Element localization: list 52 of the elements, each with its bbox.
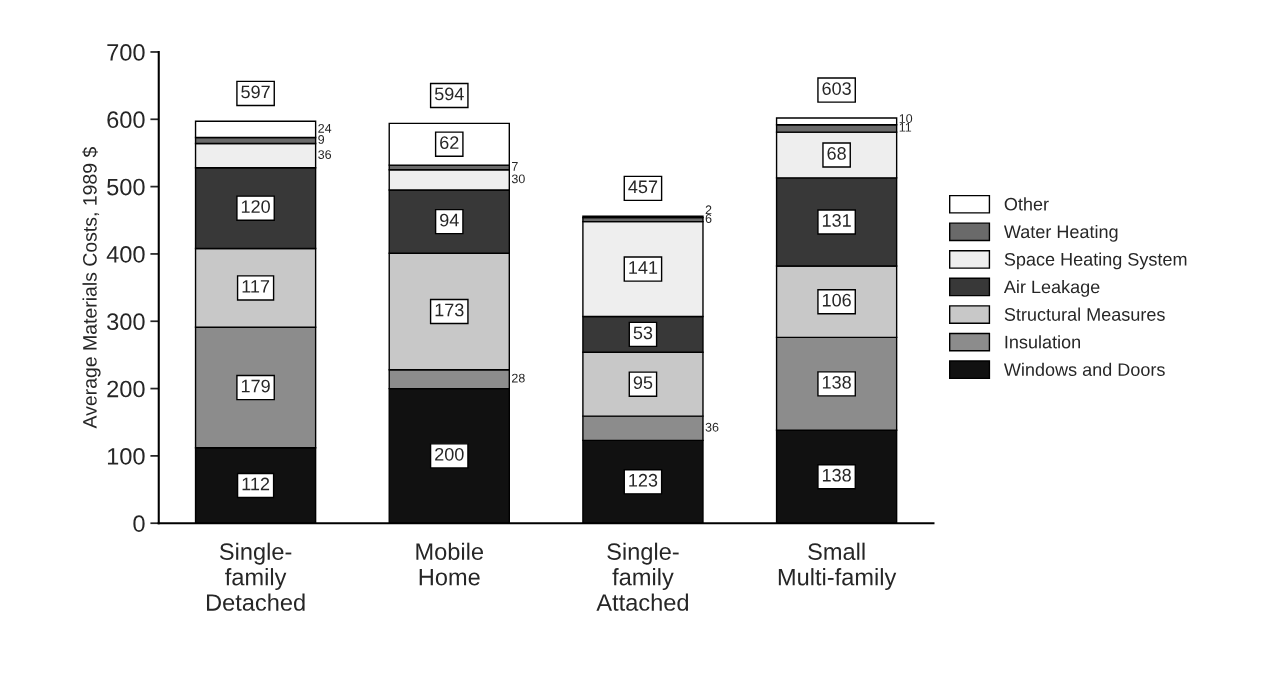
y-tick-label: 500	[107, 178, 145, 196]
data-label: 30	[511, 174, 525, 184]
total-label: 597	[241, 85, 270, 99]
y-tick-label: 200	[107, 380, 145, 398]
data-label: 2	[705, 205, 712, 215]
legend-label: Water Heating	[1003, 224, 1118, 242]
y-tick-label: 600	[107, 111, 145, 129]
data-label: 62	[440, 136, 459, 150]
y-tick-label: 100	[107, 447, 145, 465]
x-tick-label: Mobile Home	[416, 542, 483, 586]
total-label: 457	[628, 180, 658, 194]
y-axis-title: Average Materials Costs, 1989 $	[82, 147, 101, 429]
legend-label: Air Leakage	[1003, 280, 1100, 297]
data-label: 6	[705, 214, 712, 223]
x-tick-label: Single- family Detached	[206, 542, 305, 611]
data-label: 120	[241, 200, 270, 213]
total-label: 594	[434, 87, 464, 101]
legend-label: Windows and Doors	[1003, 362, 1165, 377]
data-label: 138	[822, 375, 851, 389]
data-label: 117	[242, 280, 270, 293]
data-label: 138	[822, 468, 851, 482]
data-label: 95	[633, 376, 653, 390]
data-label: 173	[435, 303, 464, 317]
data-label: 123	[629, 473, 658, 487]
data-label: 36	[705, 422, 719, 432]
data-label: 36	[318, 150, 332, 159]
y-tick-label: 700	[107, 44, 145, 61]
data-label: 106	[822, 293, 851, 307]
data-label: 11	[899, 123, 912, 132]
data-label: 94	[440, 213, 459, 227]
data-label: 53	[633, 326, 653, 340]
data-label: 112	[242, 477, 270, 491]
data-label: 10	[899, 114, 913, 123]
total-label: 603	[822, 82, 851, 95]
x-tick-label: Small Multi-family	[778, 542, 897, 591]
y-tick-label: 0	[133, 515, 145, 532]
legend-label: Structural Measures	[1004, 307, 1165, 321]
data-label: 68	[827, 147, 846, 160]
data-label: 7	[512, 162, 518, 171]
x-tick-label: Single- family Attached	[596, 542, 689, 611]
data-label: 200	[435, 447, 464, 461]
legend-label: Other	[1004, 197, 1049, 211]
data-label: 9	[318, 135, 325, 144]
data-label: 131	[822, 214, 851, 227]
y-tick-label: 300	[107, 313, 145, 331]
data-label: 179	[241, 379, 270, 393]
data-label: 28	[512, 373, 525, 383]
data-label: 141	[629, 261, 658, 274]
legend-label: Space Heating System	[1004, 252, 1187, 270]
legend-label: Insulation	[1005, 335, 1080, 349]
y-tick-label: 400	[106, 246, 145, 263]
data-label: 24	[318, 123, 332, 133]
